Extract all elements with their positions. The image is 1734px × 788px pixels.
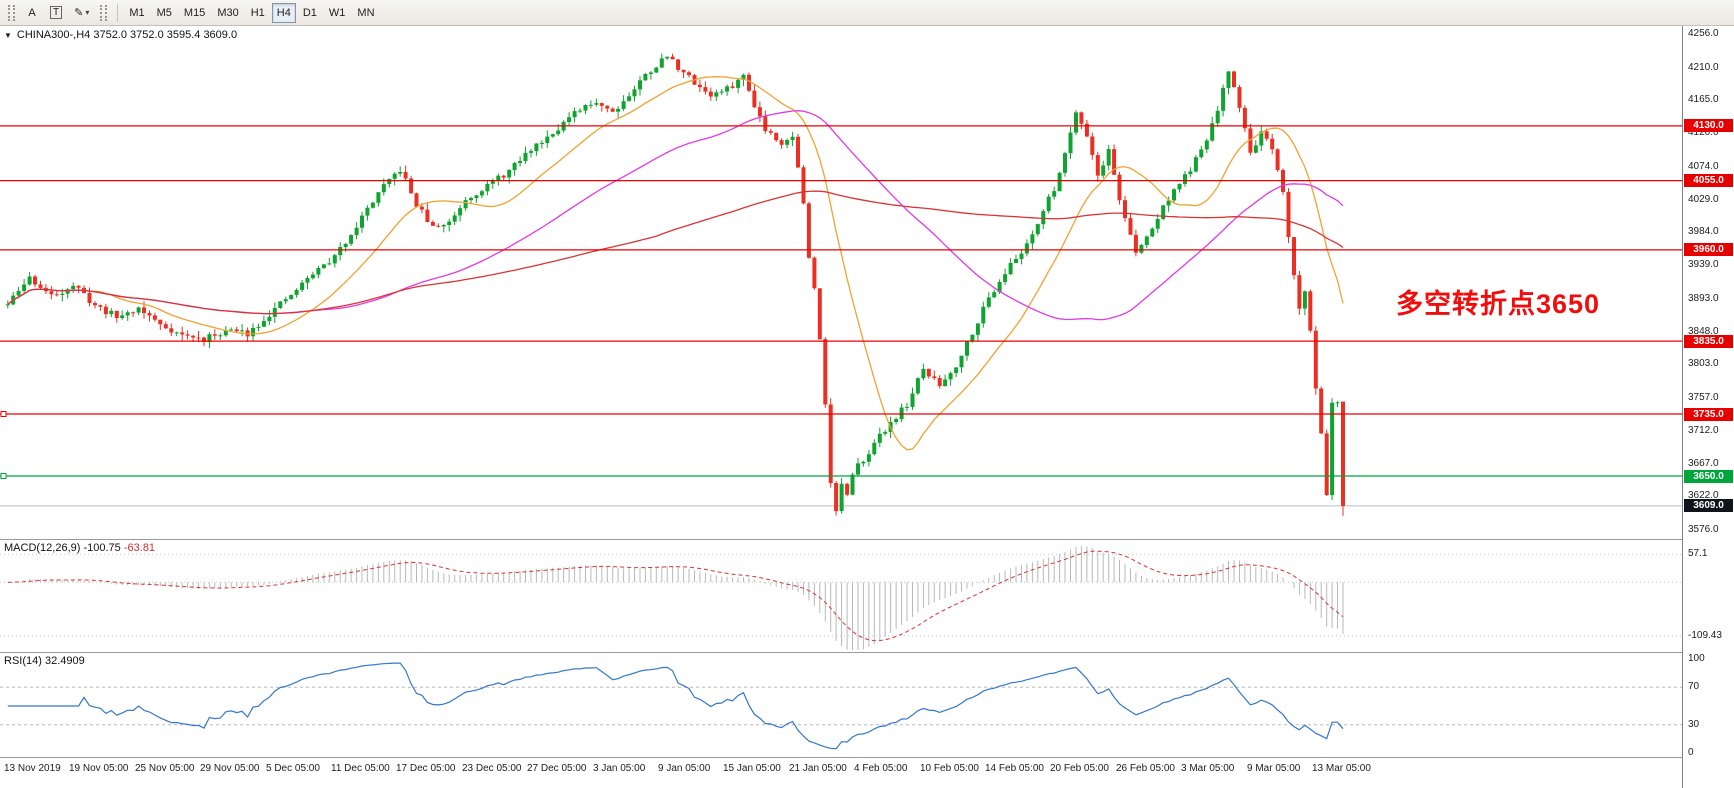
rsi-level-lines	[0, 686, 1682, 726]
time-axis-label: 5 Dec 05:00	[266, 763, 320, 774]
price-axis-label: 3622.0	[1688, 490, 1719, 501]
price-axis-label: 4165.0	[1688, 94, 1719, 105]
rsi-label: RSI(14) 32.4909	[4, 655, 85, 667]
macd-histogram	[12, 546, 1344, 650]
level-price-badge: 3735.0	[1684, 408, 1733, 421]
time-axis-label: 11 Dec 05:00	[331, 763, 390, 774]
price-axis-label: 3939.0	[1688, 259, 1719, 270]
time-axis-label: 4 Feb 05:00	[854, 763, 908, 774]
price-axis-label: 4120.0	[1688, 127, 1719, 138]
timeframe-button-m30[interactable]: M30	[212, 3, 243, 23]
timeframe-button-mn[interactable]: MN	[352, 3, 379, 23]
time-axis-label: 20 Feb 05:00	[1050, 763, 1109, 774]
time-axis-label: 10 Feb 05:00	[920, 763, 979, 774]
symbol-ohlc-text: CHINA300-,H4 3752.0 3752.0 3595.4 3609.0	[16, 29, 238, 41]
time-axis[interactable]: 13 Nov 2019 19 Nov 05:00 25 Nov 05:00 29 No…	[0, 758, 1682, 788]
horizontal-levels-layer	[0, 125, 1682, 479]
timeframe-button-m1[interactable]: M1	[124, 3, 149, 23]
symbol-info: ▼ CHINA300-,H4 3752.0 3752.0 3595.4 3609…	[4, 29, 237, 41]
time-axis-label: 9 Jan 05:00	[658, 763, 711, 774]
price-axis-label: 3576.0	[1688, 524, 1719, 535]
macd-pane: MACD(12,26,9) -100.75 -63.81	[0, 540, 1682, 652]
text-label-icon: T	[50, 6, 63, 19]
text-label-tool-button[interactable]: T	[45, 3, 67, 23]
time-axis-label: 19 Nov 05:00	[69, 763, 129, 774]
toolbar-grip-icon[interactable]	[100, 4, 108, 21]
price-axis[interactable]: 4256.0 4210.0 4165.0 4120.0 4074.0 4029.0 3984…	[1682, 26, 1734, 788]
time-axis-label: 13 Mar 05:00	[1312, 763, 1371, 774]
time-axis-label: 21 Jan 05:00	[789, 763, 847, 774]
time-axis-label: 15 Jan 05:00	[723, 763, 781, 774]
level-price-badge: 3650.0	[1684, 470, 1733, 483]
rsi-axis-label: 70	[1688, 681, 1700, 692]
macd-label: MACD(12,26,9) -100.75 -63.81	[4, 542, 156, 554]
top-toolbar: A T ✎ ▾ M1 M5 M15 M30 H1 H4 D1 W1 MN	[0, 0, 1734, 26]
macd-canvas[interactable]	[0, 540, 1682, 652]
level-price-badge: 3835.0	[1684, 335, 1733, 348]
candles-layer	[5, 53, 1345, 516]
timeframe-button-h1[interactable]: H1	[246, 3, 270, 23]
pane-separator[interactable]	[0, 652, 1734, 653]
pane-separator[interactable]	[0, 757, 1734, 758]
timeframe-button-h4[interactable]: H4	[271, 2, 296, 23]
toolbar-separator	[117, 3, 119, 22]
macd-axis-label: -109.43	[1688, 630, 1722, 641]
time-axis-label: 13 Nov 2019	[4, 763, 61, 774]
chevron-down-icon: ▾	[85, 8, 90, 17]
time-axis-label: 9 Mar 05:00	[1247, 763, 1301, 774]
chart-text-annotation[interactable]: 多空转折点3650	[1396, 289, 1601, 319]
pencil-icon: ✎	[74, 7, 84, 19]
macd-signal-line	[7, 550, 1344, 642]
timeframe-button-w1[interactable]: W1	[324, 3, 351, 23]
chart-region: ▼ CHINA300-,H4 3752.0 3752.0 3595.4 3609…	[0, 26, 1734, 788]
timeframe-toolbar: M1 M5 M15 M30 H1 H4 D1 W1 MN	[124, 2, 379, 23]
rsi-axis-label: 100	[1688, 653, 1705, 664]
level-price-badge: 4130.0	[1684, 119, 1733, 132]
rsi-canvas[interactable]	[0, 653, 1682, 757]
toolbar-grip-icon[interactable]	[8, 4, 15, 21]
price-axis-label: 4074.0	[1688, 161, 1719, 172]
macd-grid	[0, 553, 1682, 637]
current-price-badge: 3609.0	[1684, 499, 1733, 512]
collapse-triangle-icon[interactable]: ▼	[4, 30, 12, 40]
price-axis-label: 3712.0	[1688, 425, 1719, 436]
timeframe-button-d1[interactable]: D1	[298, 3, 322, 23]
price-axis-label: 4256.0	[1688, 28, 1719, 39]
time-axis-label: 17 Dec 05:00	[396, 763, 456, 774]
price-axis-label: 3667.0	[1688, 458, 1719, 469]
pane-separator[interactable]	[0, 539, 1734, 540]
rsi-line	[7, 662, 1344, 750]
price-axis-label: 3848.0	[1688, 326, 1719, 337]
timeframe-button-m15[interactable]: M15	[179, 3, 210, 23]
price-axis-label: 3757.0	[1688, 392, 1719, 403]
price-axis-label: 4029.0	[1688, 194, 1719, 205]
time-axis-label: 3 Mar 05:00	[1181, 763, 1235, 774]
price-axis-label: 3803.0	[1688, 358, 1719, 369]
text-cursor-tool-button[interactable]: A	[21, 3, 43, 23]
time-axis-label: 25 Nov 05:00	[135, 763, 195, 774]
main-chart-pane: ▼ CHINA300-,H4 3752.0 3752.0 3595.4 3609…	[0, 26, 1682, 539]
price-axis-label: 3893.0	[1688, 293, 1719, 304]
level-price-badge: 3960.0	[1684, 243, 1733, 256]
rsi-pane: RSI(14) 32.4909	[0, 653, 1682, 757]
rsi-axis-label: 30	[1688, 719, 1700, 730]
price-axis-label: 4210.0	[1688, 62, 1719, 73]
level-price-badge: 4055.0	[1684, 174, 1733, 187]
macd-axis-label: 57.1	[1688, 548, 1708, 559]
time-axis-label: 29 Nov 05:00	[200, 763, 260, 774]
main-chart-canvas[interactable]	[0, 26, 1682, 539]
time-axis-label: 3 Jan 05:00	[593, 763, 646, 774]
ma-slow-line	[7, 190, 1344, 315]
price-axis-label: 3984.0	[1688, 226, 1719, 237]
time-axis-label: 27 Dec 05:00	[527, 763, 587, 774]
styles-tool-button[interactable]: ✎ ▾	[69, 3, 94, 23]
time-axis-label: 26 Feb 05:00	[1116, 763, 1175, 774]
timeframe-button-m5[interactable]: M5	[152, 3, 177, 23]
time-axis-label: 23 Dec 05:00	[462, 763, 522, 774]
rsi-axis-label: 0	[1688, 747, 1694, 758]
ma-fast-line	[7, 76, 1344, 451]
time-axis-label: 14 Feb 05:00	[985, 763, 1044, 774]
